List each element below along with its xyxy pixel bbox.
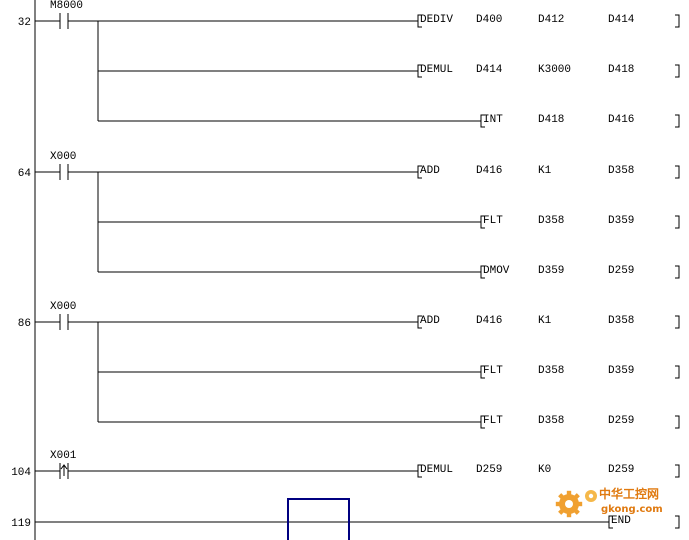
rung-119: 119 END: [11, 515, 680, 530]
watermark-site: gkong.com: [601, 504, 663, 515]
rung-86: 86 X000 ADD D416 K1 D358 FLT D358 D359 FLT D358 D25…: [18, 301, 680, 429]
step-number: 86: [18, 318, 31, 330]
instruction-bracket-left: [480, 365, 485, 379]
instruction-add[interactable]: ADD D416 K1 D358: [98, 165, 680, 179]
gear-tooth: [566, 512, 572, 518]
instruction-operand: D359: [608, 215, 634, 227]
gear-tooth: [566, 490, 572, 496]
instruction-add[interactable]: ADD D416 K1 D358: [98, 315, 680, 329]
contact-x000[interactable]: X000: [35, 301, 98, 330]
instruction-operand: K1: [538, 165, 552, 177]
instruction-bracket-left: [480, 114, 485, 128]
instruction-operand: K1: [538, 315, 552, 327]
instruction-flt[interactable]: FLT D358 D259: [98, 415, 680, 429]
instruction-operand: D358: [538, 415, 564, 427]
contact-label: X000: [50, 151, 76, 163]
instruction-bracket-right: [675, 14, 680, 28]
instruction-bracket-left: [480, 415, 485, 429]
instruction-operand: D414: [476, 64, 503, 76]
watermark-title: 中华工控网: [599, 486, 659, 501]
editor-cursor[interactable]: [287, 498, 350, 540]
instruction-bracket-right: [675, 464, 680, 478]
instruction-operand: D416: [476, 315, 502, 327]
contact-label: M8000: [50, 0, 83, 12]
instruction-bracket-right: [675, 215, 680, 229]
instruction-bracket-left: [417, 315, 422, 329]
instruction-bracket-left: [480, 215, 485, 229]
instruction-operand: D358: [608, 165, 634, 177]
contact-label: X001: [50, 450, 77, 462]
rung-32: 32 M8000 DEDIV D400 D412 D414 DEMUL D414 K3000 D4…: [18, 0, 680, 128]
instruction-flt[interactable]: FLT D358 D359: [98, 215, 680, 229]
instruction-dediv[interactable]: DEDIV D400 D412 D414: [98, 14, 680, 28]
instruction-operand: D259: [608, 415, 634, 427]
instruction-bracket-right: [675, 114, 680, 128]
instruction-operand: D259: [476, 464, 502, 476]
gear-tooth: [555, 501, 561, 507]
instruction-operand: D358: [538, 215, 564, 227]
contact-x000[interactable]: X000: [35, 151, 98, 180]
watermark: 中华工控网 gkong.com: [555, 486, 663, 518]
instruction-bracket-left: [417, 14, 422, 28]
instruction-bracket-right: [675, 315, 680, 329]
instruction-opcode: FLT: [483, 365, 503, 377]
instruction-bracket-right: [675, 415, 680, 429]
instruction-operand: K0: [538, 464, 551, 476]
instruction-operand: D259: [608, 464, 634, 476]
instruction-operand: D416: [608, 114, 634, 126]
instruction-operand: D418: [608, 64, 634, 76]
step-number: 64: [18, 168, 32, 180]
step-number: 32: [18, 17, 31, 29]
instruction-bracket-left: [417, 64, 422, 78]
instruction-opcode: ADD: [420, 315, 440, 327]
gear-icon: [555, 490, 597, 518]
instruction-opcode: INT: [483, 114, 503, 126]
instruction-end[interactable]: END: [35, 515, 680, 529]
instruction-operand: D418: [538, 114, 564, 126]
step-number: 104: [11, 467, 31, 479]
instruction-operand: D416: [476, 165, 502, 177]
instruction-operand: D414: [608, 14, 635, 26]
instruction-flt[interactable]: FLT D358 D359: [98, 365, 680, 379]
rung-104: 104 X001 DEMUL D259 K0 D259: [11, 450, 680, 479]
instruction-operand: D259: [608, 265, 634, 277]
contact-label: X000: [50, 301, 76, 313]
instruction-operand: D359: [538, 265, 564, 277]
rising-edge-arrow-icon: [60, 464, 68, 476]
contact-m8000[interactable]: M8000: [35, 0, 98, 29]
instruction-bracket-left: [480, 265, 485, 279]
instruction-bracket-right: [675, 365, 680, 379]
instruction-opcode: FLT: [483, 415, 503, 427]
gear-tooth: [577, 501, 583, 507]
instruction-bracket-left: [417, 165, 422, 179]
step-number: 119: [11, 518, 31, 530]
instruction-operand: D359: [608, 365, 634, 377]
instruction-int[interactable]: INT D418 D416: [98, 114, 680, 128]
instruction-opcode: DEMUL: [420, 464, 453, 476]
instruction-opcode: END: [611, 515, 631, 527]
instruction-dmov[interactable]: DMOV D359 D259: [98, 265, 680, 279]
instruction-operand: D358: [608, 315, 634, 327]
instruction-operand: K3000: [538, 64, 571, 76]
instruction-bracket-right: [675, 265, 680, 279]
instruction-opcode: FLT: [483, 215, 503, 227]
instruction-demul[interactable]: DEMUL D259 K0 D259: [98, 464, 680, 478]
contact-x001[interactable]: X001: [35, 450, 98, 479]
instruction-operand: D400: [476, 14, 502, 26]
instruction-demul[interactable]: DEMUL D414 K3000 D418: [98, 64, 680, 78]
instruction-opcode: DEDIV: [420, 14, 453, 26]
instruction-bracket-left: [608, 515, 613, 529]
instruction-operand: D412: [538, 14, 564, 26]
instruction-bracket-right: [675, 64, 680, 78]
instruction-opcode: DEMUL: [420, 64, 453, 76]
instruction-bracket-left: [417, 464, 422, 478]
instruction-bracket-right: [675, 515, 680, 529]
rung-64: 64 X000 ADD D416 K1 D358 FLT D358 D359 DMOV D359 D2…: [18, 151, 680, 279]
instruction-bracket-right: [675, 165, 680, 179]
instruction-opcode: ADD: [420, 165, 440, 177]
instruction-operand: D358: [538, 365, 564, 377]
instruction-opcode: DMOV: [483, 265, 510, 277]
